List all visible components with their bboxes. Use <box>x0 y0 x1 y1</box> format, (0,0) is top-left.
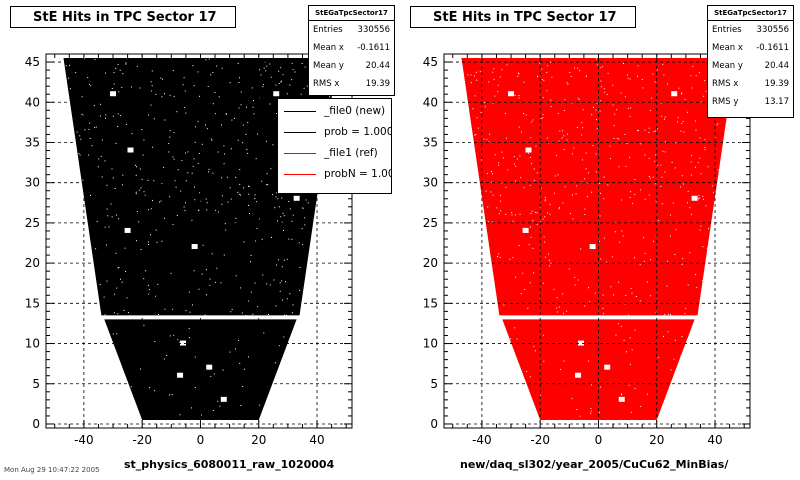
dead-channel-mark <box>273 91 280 97</box>
x-tick-label: 20 <box>649 433 664 447</box>
x-tick-label: 0 <box>595 433 603 447</box>
legend-swatch <box>284 132 316 133</box>
dead-channel-mark <box>508 91 515 97</box>
dead-channel-mark <box>525 147 532 153</box>
stats-row: Entries 330556 <box>313 25 390 35</box>
chart-title-left: StE Hits in TPC Sector 17 <box>10 6 236 28</box>
stats-row: Mean y 20.44 <box>712 61 789 71</box>
y-tick-label: 30 <box>25 176 40 190</box>
y-tick-label: 10 <box>25 337 40 351</box>
plot-frame <box>443 53 751 429</box>
x-axis-label-right: new/daq_sl302/year_2005/CuCu62_MinBias/ <box>460 458 729 471</box>
y-tick-label: 15 <box>423 296 438 310</box>
y-tick-label: 15 <box>25 296 40 310</box>
y-tick-label: 45 <box>423 55 438 69</box>
y-tick-label: 40 <box>423 95 438 109</box>
plot-frame <box>45 53 353 429</box>
legend-item: probN = 1.000000 <box>278 164 391 185</box>
x-tick-label: -40 <box>74 433 94 447</box>
x-tick-label: 0 <box>197 433 205 447</box>
stats-box-right: StEGaTpcSector17 Entries 330556 Mean x -0.… <box>707 5 794 118</box>
stats-row: Mean x -0.1611 <box>313 43 390 53</box>
x-tick-label: -20 <box>530 433 550 447</box>
stats-row: Mean x -0.1611 <box>712 43 789 53</box>
plot-panel: -40 -20 0 20 40 0 5 10 15 20 25 30 35 40 45 <box>423 53 751 447</box>
y-tick-label: 0 <box>32 417 40 431</box>
dead-channel-mark <box>691 195 698 201</box>
dead-channel-mark <box>522 227 529 233</box>
dead-channel-mark <box>191 244 198 250</box>
y-tick-label: 45 <box>25 55 40 69</box>
y-tick-label: 10 <box>423 337 438 351</box>
legend-item: _file1 (ref) <box>278 143 391 164</box>
x-tick-label: 20 <box>251 433 266 447</box>
y-tick-label: 35 <box>25 135 40 149</box>
y-tick-label: 40 <box>25 95 40 109</box>
x-tick-label: 40 <box>707 433 722 447</box>
x-tick-label: -20 <box>132 433 152 447</box>
y-tick-label: 5 <box>430 377 438 391</box>
dead-channel-mark <box>604 364 611 370</box>
x-tick-label: -40 <box>472 433 492 447</box>
dead-channel-mark <box>124 227 131 233</box>
stats-row: RMS x 19.39 <box>712 79 789 89</box>
legend-item: prob = 1.000000 <box>278 122 391 143</box>
y-tick-label: 20 <box>25 256 40 270</box>
dead-channel-mark <box>618 396 625 402</box>
y-tick-label: 25 <box>25 216 40 230</box>
legend-box: _file0 (new) prob = 1.000000 _file1 (ref… <box>277 98 392 194</box>
y-tick-label: 25 <box>423 216 438 230</box>
dead-channel-mark <box>220 396 227 402</box>
x-axis-label-left: st_physics_6080011_raw_1020004 <box>124 458 335 471</box>
dead-channel-mark <box>293 195 300 201</box>
legend-swatch <box>284 174 316 175</box>
dead-channel-mark <box>110 91 117 97</box>
dead-channel-mark <box>577 340 584 346</box>
stats-header: StEGaTpcSector17 <box>708 6 793 21</box>
dead-channel-mark <box>127 147 134 153</box>
stats-row: Entries 330556 <box>712 25 789 35</box>
dead-channel-mark <box>575 372 582 378</box>
legend-swatch <box>284 111 316 112</box>
y-tick-label: 20 <box>423 256 438 270</box>
x-tick-label: 40 <box>309 433 324 447</box>
stats-row: RMS y 13.17 <box>712 97 789 107</box>
legend-item: _file0 (new) <box>278 101 391 122</box>
dead-channel-mark <box>206 364 213 370</box>
footer-timestamp: Mon Aug 29 10:47:22 2005 <box>4 466 100 474</box>
y-tick-label: 5 <box>32 377 40 391</box>
dead-channel-mark <box>177 372 184 378</box>
dead-channel-mark <box>179 340 186 346</box>
y-tick-label: 35 <box>423 135 438 149</box>
legend-swatch <box>284 153 316 154</box>
stats-row: RMS x 19.39 <box>313 79 390 89</box>
stats-header: StEGaTpcSector17 <box>309 6 394 21</box>
plot-panel: -40 -20 0 20 40 0 5 10 15 20 25 30 35 40 45 <box>25 53 353 447</box>
y-tick-label: 30 <box>423 176 438 190</box>
dead-channel-mark <box>671 91 678 97</box>
hit-region-inner <box>502 319 695 420</box>
dead-channel-mark <box>589 244 596 250</box>
stats-box-left: StEGaTpcSector17 Entries 330556 Mean x -0.… <box>308 5 395 96</box>
chart-title-right: StE Hits in TPC Sector 17 <box>410 6 636 28</box>
stats-row: Mean y 20.44 <box>313 61 390 71</box>
hit-region-inner <box>104 319 297 420</box>
y-tick-label: 0 <box>430 417 438 431</box>
